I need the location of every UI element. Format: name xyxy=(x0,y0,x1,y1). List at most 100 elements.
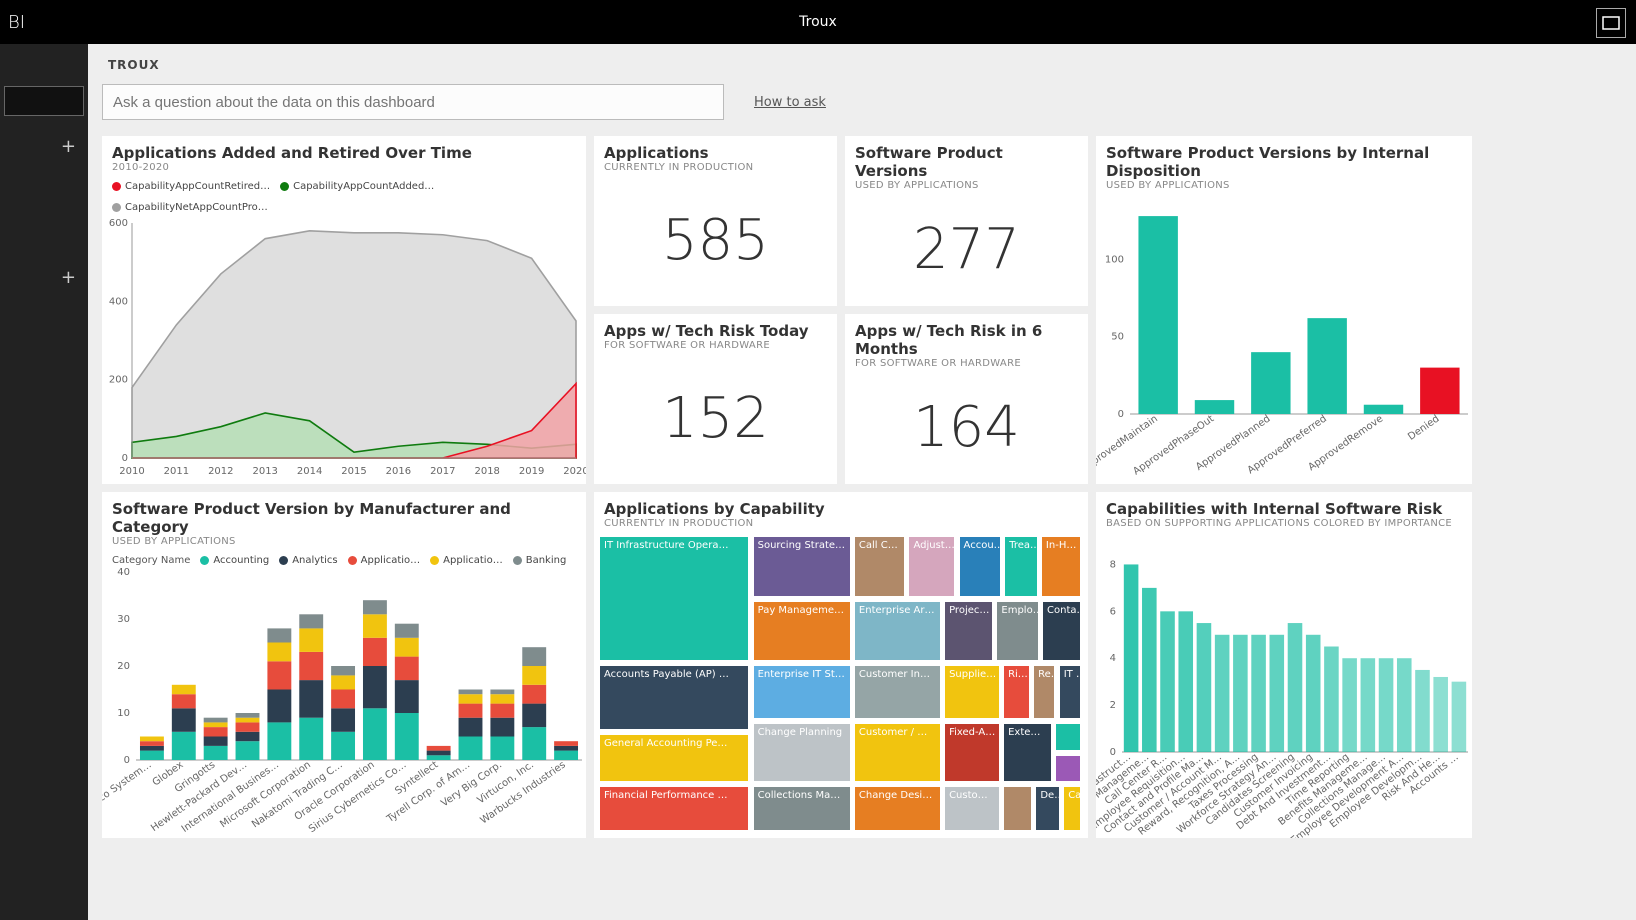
treemap-cell: Collections Ma… xyxy=(754,787,850,830)
tile-title: Software Product Version by Manufacturer… xyxy=(112,500,576,536)
svg-text:Denied: Denied xyxy=(1406,413,1441,442)
treemap-cell: IT Infrastructure Opera… xyxy=(600,537,748,660)
treemap-cell: Projec… xyxy=(945,602,992,660)
treemap-cell xyxy=(1056,756,1080,781)
disposition-chart-svg: 050100ApprovedMaintainApprovedPhaseOutAp… xyxy=(1096,193,1472,484)
svg-text:Cisco System…: Cisco System… xyxy=(102,759,154,812)
treemap-cell xyxy=(1056,724,1080,750)
treemap-svg: IT Infrastructure Opera…Accounts Payable… xyxy=(600,537,1082,832)
svg-text:40: 40 xyxy=(117,567,130,578)
tile-kpi-risk-6m[interactable]: Apps w/ Tech Risk in 6 Months FOR SOFTWA… xyxy=(845,314,1088,484)
fullscreen-button[interactable] xyxy=(1596,8,1626,38)
treemap-cell: Change Planning xyxy=(754,724,850,781)
stacked-legend: Category NameAccountingAnalyticsApplicat… xyxy=(102,549,586,566)
tile-subtitle: FOR SOFTWARE OR HARDWARE xyxy=(604,340,827,351)
svg-text:6: 6 xyxy=(1110,606,1116,617)
treemap-cell: Call C… xyxy=(855,537,904,596)
risk-chart-svg: 02468IT Infrastruct…Cash Manageme…Call C… xyxy=(1096,531,1472,838)
tile-title: Capabilities with Internal Software Risk xyxy=(1106,500,1462,518)
tile-title: Software Product Versions xyxy=(855,144,1078,180)
tile-subtitle: USED BY APPLICATIONS xyxy=(112,536,576,547)
tile-treemap[interactable]: Applications by Capability CURRENTLY IN … xyxy=(594,492,1088,838)
qna-bar: How to ask xyxy=(102,82,1622,122)
tile-title: Apps w/ Tech Risk in 6 Months xyxy=(855,322,1078,358)
svg-text:2015: 2015 xyxy=(341,466,366,477)
qna-input[interactable] xyxy=(102,84,724,120)
treemap-cell: Ca… xyxy=(1064,787,1080,830)
treemap-cell: Custo… xyxy=(945,787,999,830)
treemap-cell: Customer / … xyxy=(855,724,940,781)
tile-subtitle: USED BY APPLICATIONS xyxy=(855,180,1078,191)
treemap-cell: Accounts Payable (AP) … xyxy=(600,666,748,728)
svg-text:50: 50 xyxy=(1111,332,1124,343)
tile-grid: Applications Added and Retired Over Time… xyxy=(102,136,1636,838)
kpi-value: 585 xyxy=(662,208,769,273)
treemap-cell: Pay Manageme… xyxy=(754,602,850,660)
kpi-value: 277 xyxy=(913,217,1020,282)
tile-subtitle: CURRENTLY IN PRODUCTION xyxy=(604,162,827,173)
treemap-cell: Ri… xyxy=(1004,666,1029,717)
tile-title: Applications Added and Retired Over Time xyxy=(112,144,576,162)
treemap-cell: Adjust… xyxy=(909,537,954,596)
treemap-cell: Fixed-A… xyxy=(945,724,999,781)
svg-text:4: 4 xyxy=(1110,653,1116,664)
tile-stacked-mfr[interactable]: Software Product Version by Manufacturer… xyxy=(102,492,586,838)
qna-howto-link[interactable]: How to ask xyxy=(754,95,826,110)
treemap-cell: Emplo… xyxy=(997,602,1037,660)
treemap-cell: Change Desi… xyxy=(855,787,940,830)
tile-kpi-risk-today[interactable]: Apps w/ Tech Risk Today FOR SOFTWARE OR … xyxy=(594,314,837,484)
svg-text:30: 30 xyxy=(117,614,130,625)
tile-subtitle: FOR SOFTWARE OR HARDWARE xyxy=(855,358,1078,369)
brand-label: BI xyxy=(8,12,25,33)
kpi-value: 152 xyxy=(662,386,769,451)
treemap-cell: Exte… xyxy=(1004,724,1051,781)
sidebar-add-2[interactable]: + xyxy=(0,267,88,288)
svg-text:2012: 2012 xyxy=(208,466,233,477)
tile-kpi-apps[interactable]: Applications CURRENTLY IN PRODUCTION 585 xyxy=(594,136,837,306)
svg-text:2017: 2017 xyxy=(430,466,455,477)
svg-text:20: 20 xyxy=(117,661,130,672)
page-title: Troux xyxy=(799,14,837,30)
svg-text:0: 0 xyxy=(124,755,130,766)
area-chart-svg: 0200400600201020112012201320142015201620… xyxy=(102,213,586,484)
svg-text:2016: 2016 xyxy=(386,466,411,477)
svg-text:2: 2 xyxy=(1110,700,1116,711)
svg-text:400: 400 xyxy=(109,296,128,307)
stacked-chart-svg: 010203040Cisco System…GlobexGringottsHew… xyxy=(102,566,586,838)
treemap-cell: Customer In… xyxy=(855,666,940,717)
svg-text:0: 0 xyxy=(1118,409,1124,420)
tile-title: Software Product Versions by Internal Di… xyxy=(1106,144,1462,180)
tile-subtitle: BASED ON SUPPORTING APPLICATIONS COLORED… xyxy=(1106,518,1462,529)
svg-text:100: 100 xyxy=(1105,254,1124,265)
sidebar-item-top[interactable] xyxy=(0,44,88,80)
tile-bar-disposition[interactable]: Software Product Versions by Internal Di… xyxy=(1096,136,1472,484)
tile-subtitle: USED BY APPLICATIONS xyxy=(1106,180,1462,191)
tile-kpi-spv[interactable]: Software Product Versions USED BY APPLIC… xyxy=(845,136,1088,306)
treemap-cell: De… xyxy=(1036,787,1058,830)
treemap-cell xyxy=(1004,787,1031,830)
treemap-cell: Accou… xyxy=(960,537,1000,596)
main: TROUX How to ask Applications Added and … xyxy=(88,44,1636,920)
tile-title: Applications xyxy=(604,144,827,162)
svg-text:2011: 2011 xyxy=(164,466,189,477)
svg-text:2010: 2010 xyxy=(119,466,144,477)
svg-text:600: 600 xyxy=(109,218,128,229)
treemap-cell: Re… xyxy=(1034,666,1054,717)
tile-area-chart[interactable]: Applications Added and Retired Over Time… xyxy=(102,136,586,484)
sidebar-selected[interactable] xyxy=(4,86,84,116)
tile-bar-risk[interactable]: Capabilities with Internal Software Risk… xyxy=(1096,492,1472,838)
svg-text:0: 0 xyxy=(1110,747,1116,758)
treemap-cell: Trea… xyxy=(1005,537,1036,596)
tile-subtitle: CURRENTLY IN PRODUCTION xyxy=(604,518,1078,529)
breadcrumb: TROUX xyxy=(88,44,1636,82)
sidebar-add-1[interactable]: + xyxy=(0,136,88,157)
svg-text:200: 200 xyxy=(109,375,128,386)
svg-text:2020: 2020 xyxy=(563,466,586,477)
treemap-cell: Supplie… xyxy=(945,666,999,717)
svg-text:2014: 2014 xyxy=(297,466,322,477)
fullscreen-icon xyxy=(1602,16,1620,30)
tile-subtitle: 2010-2020 xyxy=(112,162,576,173)
treemap-cell: Enterprise Ar… xyxy=(855,602,940,660)
area-legend: CapabilityAppCountRetired…CapabilityAppC… xyxy=(102,175,586,213)
svg-text:2013: 2013 xyxy=(252,466,277,477)
